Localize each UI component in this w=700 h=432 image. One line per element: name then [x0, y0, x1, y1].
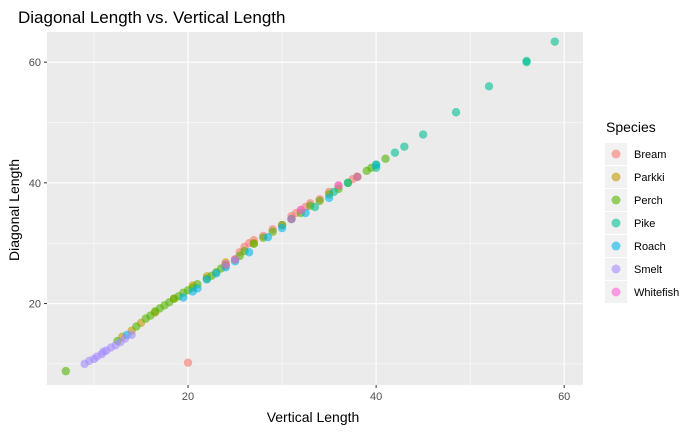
legend-label: Roach	[634, 241, 666, 253]
legend-label: Bream	[634, 149, 666, 161]
data-point	[120, 334, 130, 343]
legend-title: Species	[606, 119, 656, 135]
data-point	[550, 37, 559, 46]
series-pike	[287, 37, 559, 224]
data-point	[334, 181, 343, 190]
data-point	[277, 223, 287, 233]
y-tick-label: 60	[29, 57, 41, 69]
legend-label: Whitefish	[634, 287, 679, 299]
data-point	[263, 232, 273, 242]
data-point	[310, 202, 320, 212]
data-point	[324, 193, 334, 203]
legend-symbol	[611, 172, 621, 182]
data-point	[212, 269, 221, 278]
data-point	[329, 187, 339, 197]
y-tick-label: 20	[29, 299, 41, 311]
data-point	[287, 214, 296, 224]
y-tick-label: 40	[29, 178, 41, 190]
x-tick-label: 20	[182, 391, 194, 403]
series-smelt	[80, 330, 136, 369]
data-point	[132, 322, 141, 331]
legend-symbol	[611, 195, 621, 205]
chart-title: Diagonal Length vs. Vertical Length	[18, 8, 285, 27]
data-point	[221, 260, 230, 269]
legend-label: Pike	[634, 218, 655, 230]
data-point	[202, 275, 212, 284]
legend-symbol	[611, 287, 621, 297]
legend-item-perch: Perch	[605, 189, 663, 211]
legend-item-whitefish: Whitefish	[605, 281, 679, 303]
data-point	[179, 293, 188, 302]
legend: Species Bream Parkki Perch Pike Roach Smelt Wh…	[605, 119, 679, 303]
x-axis-title: Vertical Length	[267, 409, 360, 425]
data-point	[484, 82, 494, 91]
data-point	[249, 239, 259, 248]
legend-item-parkki: Parkki	[605, 166, 665, 188]
data-point	[381, 154, 390, 163]
data-point	[268, 227, 277, 236]
data-point	[183, 358, 193, 367]
legend-label: Perch	[634, 195, 663, 207]
legend-item-roach: Roach	[605, 235, 666, 257]
data-point	[127, 330, 136, 340]
legend-item-pike: Pike	[605, 212, 655, 234]
legend-symbol	[611, 241, 621, 251]
data-point	[296, 205, 306, 215]
data-point	[353, 172, 362, 182]
legend-item-bream: Bream	[605, 143, 666, 165]
data-point	[390, 148, 400, 157]
data-point	[371, 160, 381, 169]
legend-symbol	[611, 218, 621, 228]
y-axis-title: Diagonal Length	[6, 159, 22, 261]
data-point	[193, 284, 202, 293]
data-point	[230, 255, 240, 264]
plot-area	[47, 32, 583, 385]
series-whitefish	[221, 172, 362, 269]
legend-symbol	[611, 149, 621, 159]
x-tick-label: 60	[558, 391, 570, 403]
data-point	[400, 142, 409, 151]
legend-symbol	[611, 264, 621, 274]
data-point	[522, 56, 531, 66]
data-point	[61, 366, 71, 376]
data-point	[451, 108, 461, 117]
legend-label: Smelt	[634, 264, 662, 276]
data-point	[315, 196, 324, 206]
data-point	[343, 178, 353, 188]
x-tick-label: 40	[370, 391, 382, 403]
data-point	[418, 130, 428, 139]
legend-label: Parkki	[634, 172, 665, 184]
legend-item-smelt: Smelt	[605, 258, 662, 280]
data-point	[244, 248, 254, 257]
